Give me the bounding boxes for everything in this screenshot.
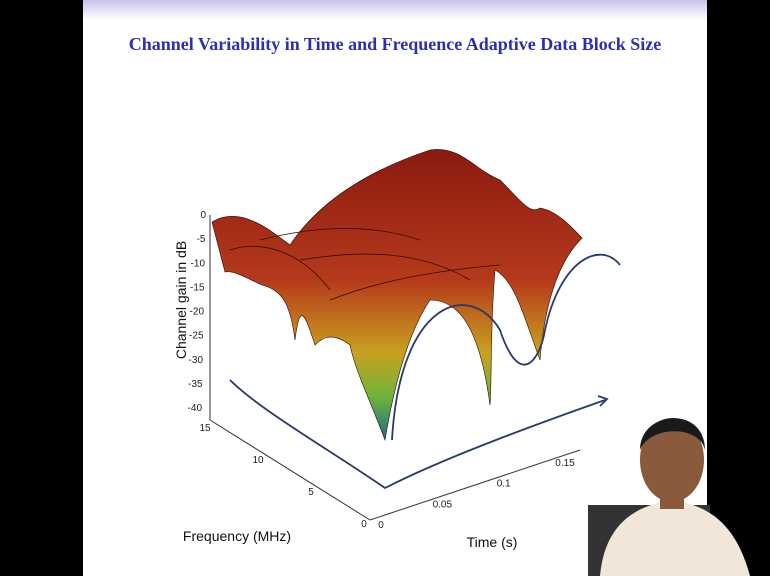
- tick-label: 0.05: [433, 499, 453, 510]
- time-axis-label: Time (s): [467, 534, 518, 550]
- shirt: [600, 500, 750, 576]
- tick-label: -35: [188, 379, 203, 390]
- tick-label: 0: [200, 210, 206, 221]
- axes: [209, 215, 581, 521]
- tick-label: -30: [189, 355, 204, 366]
- tick-label: 0.15: [555, 458, 575, 469]
- pen-arrow: [229, 379, 606, 490]
- hair: [640, 418, 705, 450]
- neck: [660, 495, 684, 509]
- surface-mesh: [229, 228, 501, 301]
- tick-label: -15: [190, 282, 205, 293]
- z-axis-ticks: 0 -5 -10 -15 -20 -25 -30 -35 -40: [188, 210, 207, 414]
- pen-arrowhead: [597, 395, 609, 407]
- slide-title: Channel Variability in Time and Frequenc…: [129, 34, 662, 54]
- tick-label: -40: [188, 403, 203, 414]
- time-axis: [369, 449, 581, 521]
- z-axis-label: Channel gain in dB: [173, 241, 189, 359]
- tick-label: -5: [197, 234, 206, 245]
- slide-top-bar: [83, 0, 707, 20]
- tick-label: -10: [191, 258, 206, 269]
- pen-annotations: [229, 253, 621, 490]
- tick-label: 0.1: [497, 479, 511, 490]
- tick-label: 0: [361, 519, 367, 530]
- presenter: [588, 418, 750, 576]
- frequency-axis-label: Frequency (MHz): [183, 528, 291, 544]
- tick-label: 15: [199, 423, 211, 434]
- surface-plot: [211, 149, 583, 442]
- tick-label: 10: [252, 455, 264, 466]
- time-axis-ticks: 0 0.05 0.1 0.15: [378, 458, 575, 531]
- frequency-axis: [209, 419, 371, 521]
- pen-curve: [391, 253, 621, 441]
- surface: [211, 149, 583, 442]
- tick-label: 0: [378, 520, 384, 531]
- face: [640, 418, 704, 502]
- frequency-axis-ticks: 15 10 5 0: [199, 423, 367, 530]
- tick-label: -20: [190, 307, 205, 318]
- tick-label: -25: [189, 331, 204, 342]
- tick-label: 5: [308, 487, 314, 498]
